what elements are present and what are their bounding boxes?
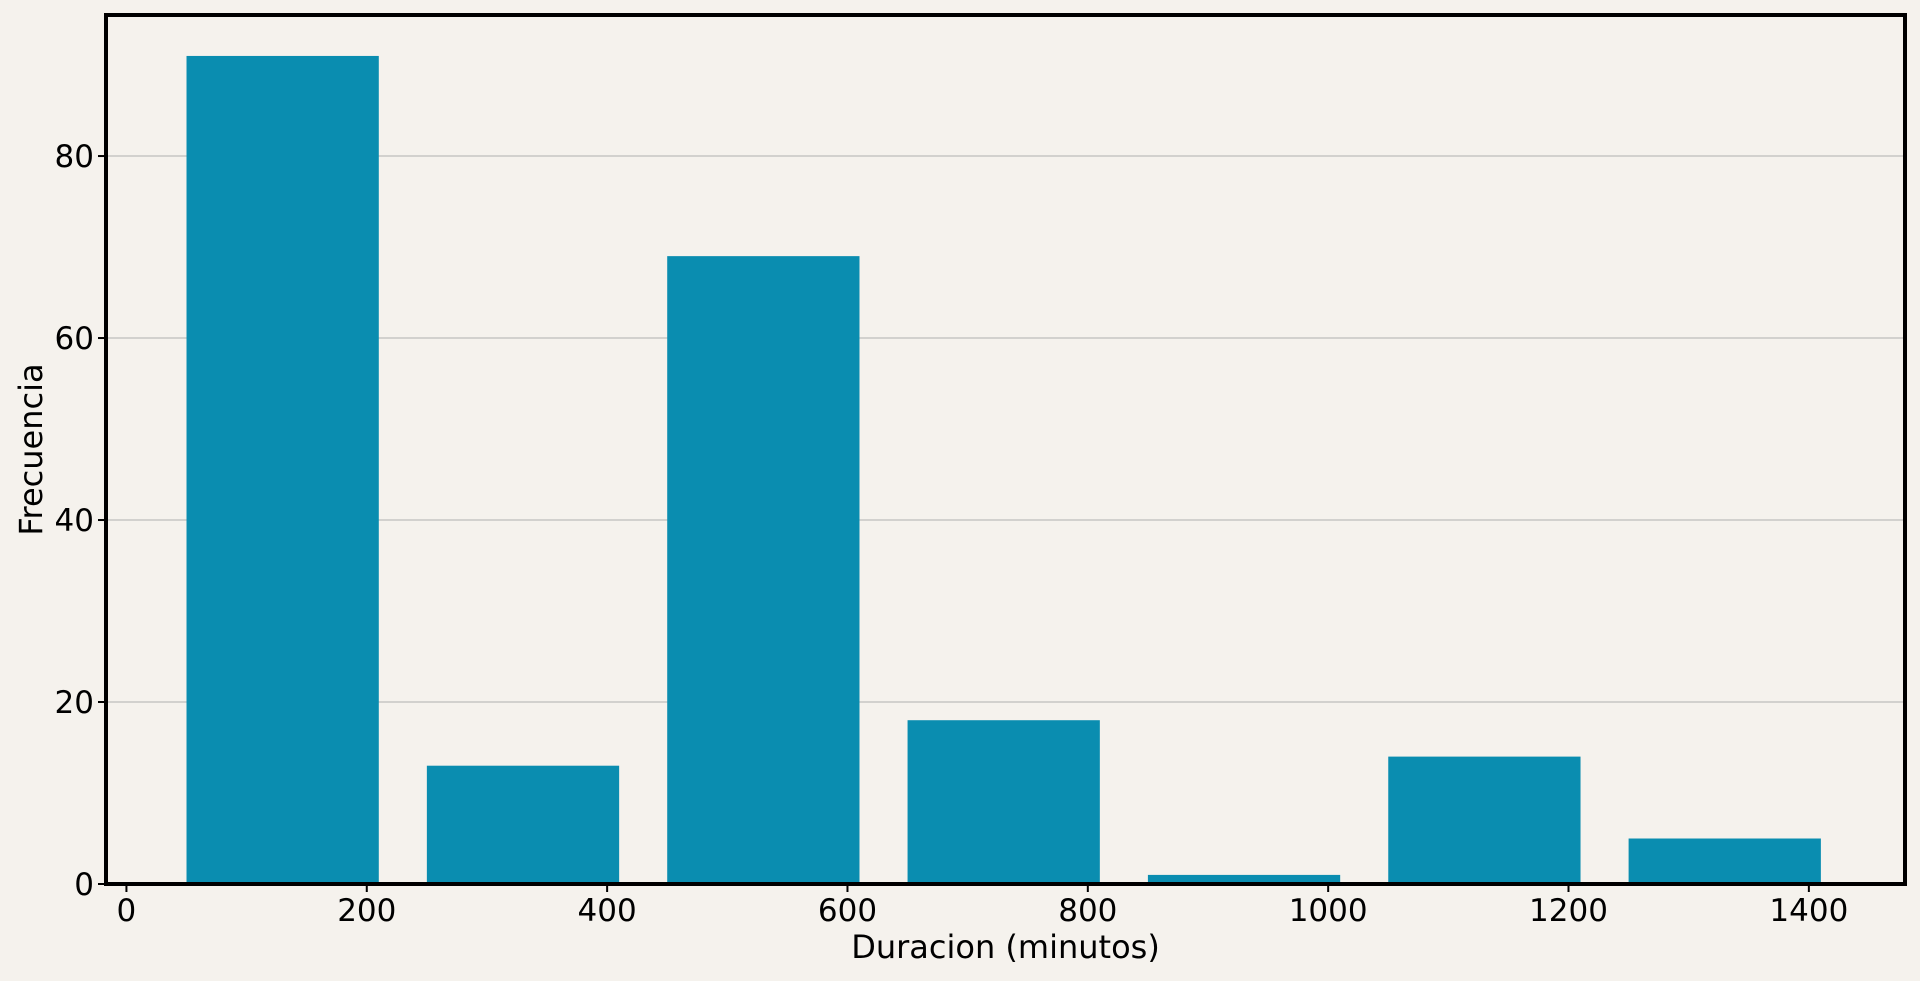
x-tick-label: 200 [337,893,396,929]
bar [1147,874,1341,884]
x-tick-label: 600 [818,893,877,929]
y-tick-label: 0 [74,867,94,903]
bar [1388,756,1581,884]
x-tick-label: 1000 [1289,893,1368,929]
y-tick-label: 60 [55,321,94,357]
x-tick-label: 0 [117,893,137,929]
y-tick-label: 20 [55,685,94,721]
x-tick-label: 1400 [1769,893,1848,929]
bar [667,256,860,885]
y-tick-label: 80 [55,139,94,175]
bars [186,55,1821,885]
x-tick-label: 400 [578,893,637,929]
x-tick-label: 800 [1058,893,1117,929]
bar [907,720,1100,884]
grid-lines [106,155,1905,703]
x-tick-label: 1200 [1529,893,1608,929]
axis-ticks: 0 200 400 600 800 1000 1200 1400 0 20 40 60 80 [55,139,1849,929]
bar [186,55,379,885]
y-tick-label: 40 [55,503,94,539]
y-axis-label: Frecuencia [12,363,50,535]
bar [1628,838,1821,884]
plot-frame [104,13,1907,886]
bar [426,765,620,884]
x-axis-label: Duracion (minutos) [851,928,1160,966]
